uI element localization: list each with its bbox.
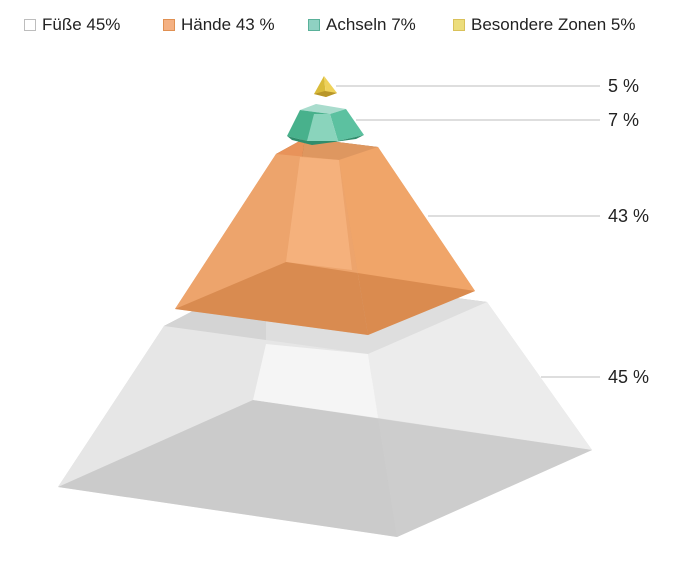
data-label-haende: 43 % — [608, 206, 649, 226]
legend-swatch-fuesse — [24, 19, 36, 31]
legend-swatch-haende — [163, 19, 175, 31]
legend-swatch-achseln — [308, 19, 320, 31]
legend-item-fuesse[interactable]: Füße 45% — [24, 14, 120, 36]
legend-label-fuesse: Füße 45% — [42, 15, 121, 34]
segment-besondere-zonen[interactable] — [314, 76, 337, 97]
haende-bottom-shadow — [175, 262, 475, 335]
fuesse-highlight — [253, 344, 378, 418]
achseln-front-face — [307, 114, 338, 141]
achseln-bottom-edge — [287, 135, 364, 145]
legend-item-besondere-zonen[interactable]: Besondere Zonen 5% — [453, 14, 635, 36]
fuesse-front-edge-shade — [378, 418, 592, 537]
segment-achseln[interactable] — [287, 104, 364, 145]
legend-item-achseln[interactable]: Achseln 7% — [308, 14, 416, 36]
legend-item-haende[interactable]: Hände 43 % — [163, 14, 275, 36]
besondere-zonen-bottom-face — [314, 91, 337, 97]
legend-swatch-besondere-zonen — [453, 19, 465, 31]
achseln-right-face — [330, 109, 364, 141]
legend-label-besondere-zonen: Besondere Zonen 5% — [471, 15, 636, 34]
achseln-top-face — [300, 104, 346, 114]
segment-haende[interactable] — [175, 138, 475, 335]
data-label-besondere-zonen: 5 % — [608, 76, 639, 96]
legend-label-achseln: Achseln 7% — [326, 15, 416, 34]
legend: Füße 45% Hände 43 % Achseln 7% Besondere… — [0, 14, 680, 36]
haende-front-highlight — [286, 157, 352, 270]
data-label-achseln: 7 % — [608, 110, 639, 130]
data-label-fuesse: 45 % — [608, 367, 649, 387]
legend-label-haende: Hände 43 % — [181, 15, 275, 34]
